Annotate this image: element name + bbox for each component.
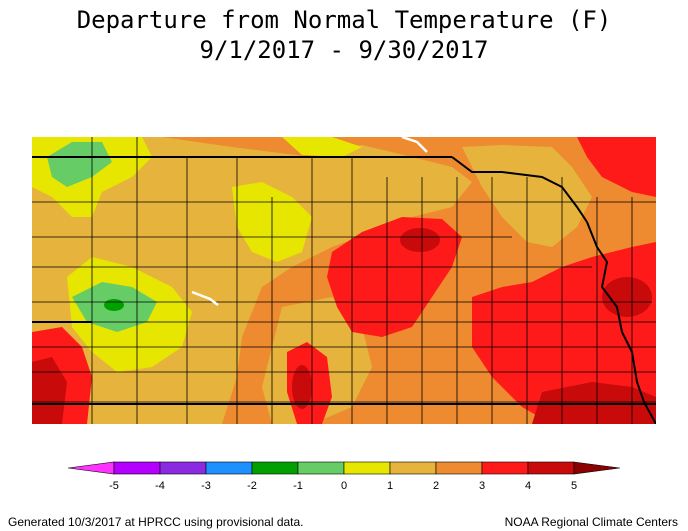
legend-bin xyxy=(343,461,391,475)
legend-bin xyxy=(481,461,529,475)
niobrara-river xyxy=(401,137,428,153)
legend-tick-label: 2 xyxy=(433,480,439,492)
missouri-river-north xyxy=(451,156,588,223)
legend-bin xyxy=(159,461,207,475)
zone-4-5-southwest xyxy=(32,357,67,424)
legend-tick-label: -2 xyxy=(247,480,257,492)
source-credit: NOAA Regional Climate Centers xyxy=(504,515,678,529)
legend-tick-label: -1 xyxy=(293,480,303,492)
legend-bin xyxy=(113,461,161,475)
map-date-range: 9/1/2017 - 9/30/2017 xyxy=(199,36,489,64)
zone-0-1-north xyxy=(282,137,362,157)
legend-bin xyxy=(297,461,345,475)
legend-tick-label: -3 xyxy=(201,480,211,492)
zone-4-5-east-core xyxy=(602,277,652,317)
legend-tick-label: 3 xyxy=(479,480,485,492)
legend-arrow-high xyxy=(573,461,620,475)
water-features xyxy=(191,137,428,306)
legend-bin xyxy=(251,461,299,475)
color-scale-legend: -5 -4 -3 -2 -1 0 1 2 3 4 5 xyxy=(68,461,620,492)
legend-tick-label: 4 xyxy=(525,480,531,492)
map-title: Departure from Normal Temperature (F) xyxy=(76,6,612,34)
lake-mcconaughy xyxy=(191,290,219,306)
legend-bin xyxy=(389,461,437,475)
legend-arrow-low xyxy=(68,461,115,475)
legend-bin xyxy=(527,461,575,475)
legend-tick-label: -4 xyxy=(155,480,165,492)
legend-ticks: -5 -4 -3 -2 -1 0 1 2 3 4 5 xyxy=(109,480,577,492)
county-boundaries xyxy=(32,137,656,424)
legend-tick-label: 5 xyxy=(571,480,577,492)
zone-neg1-0-northwest xyxy=(47,142,112,187)
legend-tick-label: -5 xyxy=(109,480,119,492)
legend-tick-label: 0 xyxy=(341,480,347,492)
legend-bin xyxy=(435,461,483,475)
legend-bin xyxy=(205,461,253,475)
zone-3-4-northeast xyxy=(577,137,656,197)
zone-4-5-central-core xyxy=(400,228,440,252)
temperature-departure-map xyxy=(32,137,656,424)
zone-neg2-neg1-spot xyxy=(104,299,124,311)
legend-bars xyxy=(68,461,620,475)
generated-note: Generated 10/3/2017 at HPRCC using provi… xyxy=(8,515,304,529)
missouri-river-east xyxy=(586,221,656,424)
state-boundaries xyxy=(32,156,656,424)
zone-4-5-south-central-core xyxy=(292,365,312,409)
legend-tick-label: 1 xyxy=(387,480,393,492)
